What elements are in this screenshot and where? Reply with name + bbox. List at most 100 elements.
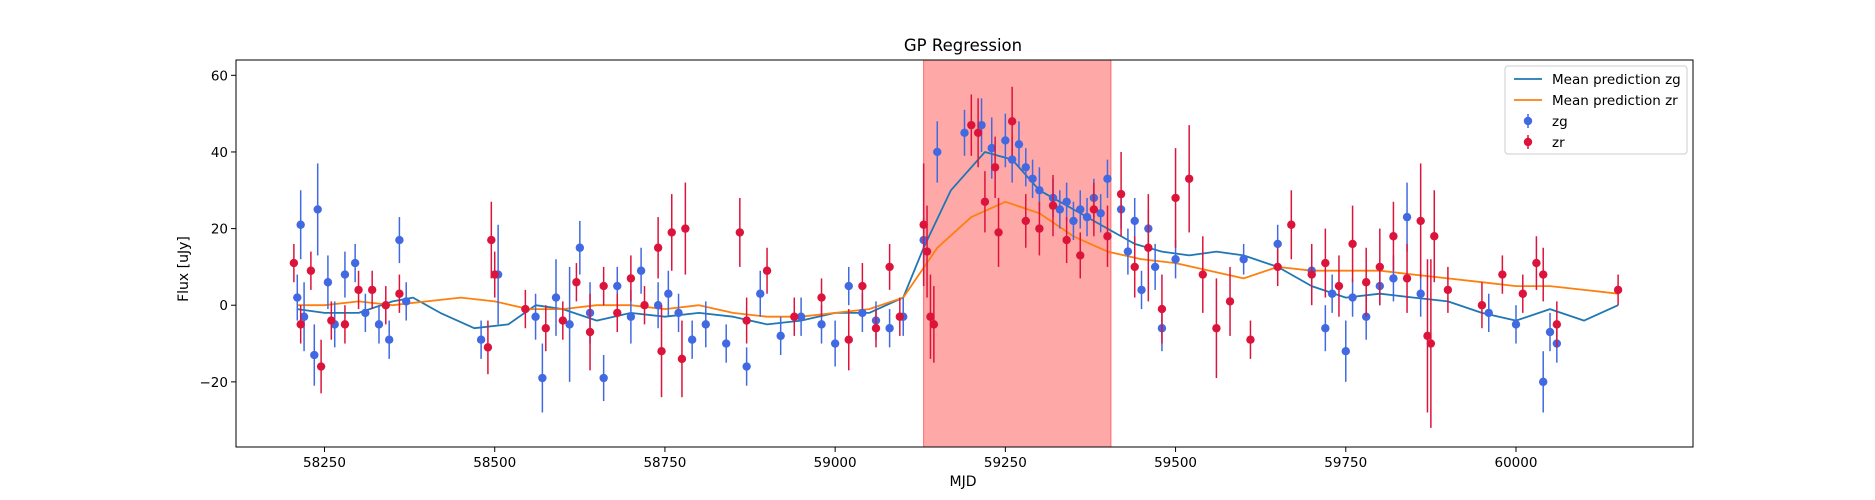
zg-point — [1001, 136, 1010, 145]
zr-point — [1552, 320, 1562, 329]
zg-point — [1402, 212, 1412, 222]
zg-point — [531, 312, 540, 321]
zg-point — [361, 308, 370, 318]
zr-point — [1157, 304, 1167, 314]
zg-point — [701, 320, 710, 329]
y-tick-label: 20 — [211, 222, 228, 238]
plot-frame — [235, 59, 1694, 448]
zr-point — [1532, 258, 1541, 268]
x-axis-label: MJD — [950, 474, 977, 490]
zr-point — [762, 266, 772, 275]
zg-point — [565, 320, 574, 329]
zr-point — [885, 262, 894, 272]
zr-point — [1035, 224, 1044, 233]
zr-point — [572, 278, 581, 287]
zr-point — [990, 163, 1000, 172]
zg-point — [1273, 239, 1282, 249]
zg-point — [830, 339, 840, 348]
zr-point — [967, 120, 976, 130]
zg-point — [599, 373, 608, 383]
zg-point — [796, 312, 806, 321]
legend-label-mean-prediction-zg: Mean prediction zg — [1552, 72, 1681, 88]
zr-point — [340, 320, 350, 329]
zg-point — [1545, 327, 1555, 337]
legend-swatch-zr — [1523, 137, 1533, 147]
x-tick-label: 58250 — [303, 455, 346, 471]
x-tick-label: 58500 — [473, 455, 516, 471]
chart-title: GP Regression — [904, 36, 1022, 55]
zg-point — [1539, 377, 1548, 387]
zr-point — [1423, 331, 1432, 341]
zr-point — [980, 197, 990, 206]
zr-point — [1007, 117, 1017, 126]
zr-point — [585, 327, 595, 337]
zr-point — [1402, 274, 1412, 283]
zg-point — [636, 266, 646, 275]
plot-content — [289, 60, 1623, 447]
zr-point — [653, 243, 663, 252]
zr-point — [1273, 262, 1282, 272]
zr-point — [1198, 270, 1207, 279]
zg-point — [1321, 324, 1330, 333]
zg-point — [960, 128, 969, 138]
zg-point — [1082, 212, 1092, 222]
zr-point — [1613, 285, 1623, 295]
zg-point — [1035, 186, 1044, 195]
zr-point — [1062, 235, 1071, 245]
zr-point — [558, 316, 568, 325]
zg-point — [1014, 140, 1024, 149]
zr-point — [1361, 278, 1371, 287]
zg-point — [293, 293, 302, 302]
zg-point — [933, 147, 942, 157]
legend-swatch-zg — [1523, 116, 1533, 126]
zr-point — [1089, 205, 1099, 214]
zr-point — [1116, 189, 1126, 199]
zr-point — [1416, 216, 1425, 226]
zr-point — [599, 281, 608, 291]
x-tick-label: 58750 — [643, 455, 686, 471]
zg-point — [1055, 205, 1065, 214]
y-tick-label: −20 — [200, 375, 229, 391]
zr-point — [1321, 258, 1330, 268]
zr-point — [626, 274, 636, 283]
zg-point — [987, 143, 996, 153]
zg-point — [977, 120, 986, 130]
zg-point — [1416, 289, 1425, 298]
legend-label-mean-prediction-zr: Mean prediction zr — [1552, 93, 1678, 109]
zg-point — [756, 289, 765, 298]
zg-point — [626, 312, 636, 321]
zg-point — [374, 320, 384, 329]
zr-point — [1518, 289, 1527, 298]
zr-point — [289, 258, 299, 268]
zg-point — [1096, 209, 1105, 218]
zr-point — [735, 228, 745, 237]
zr-point — [487, 235, 496, 245]
zg-point — [844, 281, 853, 291]
zr-point — [640, 301, 649, 310]
zr-point — [973, 128, 983, 138]
zg-point — [1389, 274, 1398, 283]
x-tick-label: 59250 — [984, 455, 1027, 471]
zg-point — [384, 335, 394, 344]
zr-point — [844, 335, 853, 344]
zg-point — [323, 278, 333, 287]
zg-point — [1130, 216, 1139, 226]
zg-point — [858, 308, 867, 318]
y-tick-label: 40 — [211, 145, 228, 161]
zr-point — [1246, 335, 1255, 344]
zr-point — [541, 324, 550, 333]
y-tick-label: 60 — [211, 68, 228, 84]
zr-point — [657, 347, 666, 356]
zr-point — [354, 285, 363, 295]
zg-point — [476, 335, 486, 344]
zr-point — [1477, 301, 1487, 310]
zr-point — [1307, 270, 1316, 279]
chart-legend: Mean prediction zg Mean prediction zr zg zr — [1504, 65, 1688, 155]
zr-point — [742, 316, 751, 325]
zg-point — [1021, 163, 1030, 172]
zr-point — [1498, 270, 1507, 279]
zr-point — [395, 289, 404, 298]
zg-point — [687, 335, 697, 344]
zr-point — [817, 293, 826, 302]
zg-point — [395, 235, 404, 245]
